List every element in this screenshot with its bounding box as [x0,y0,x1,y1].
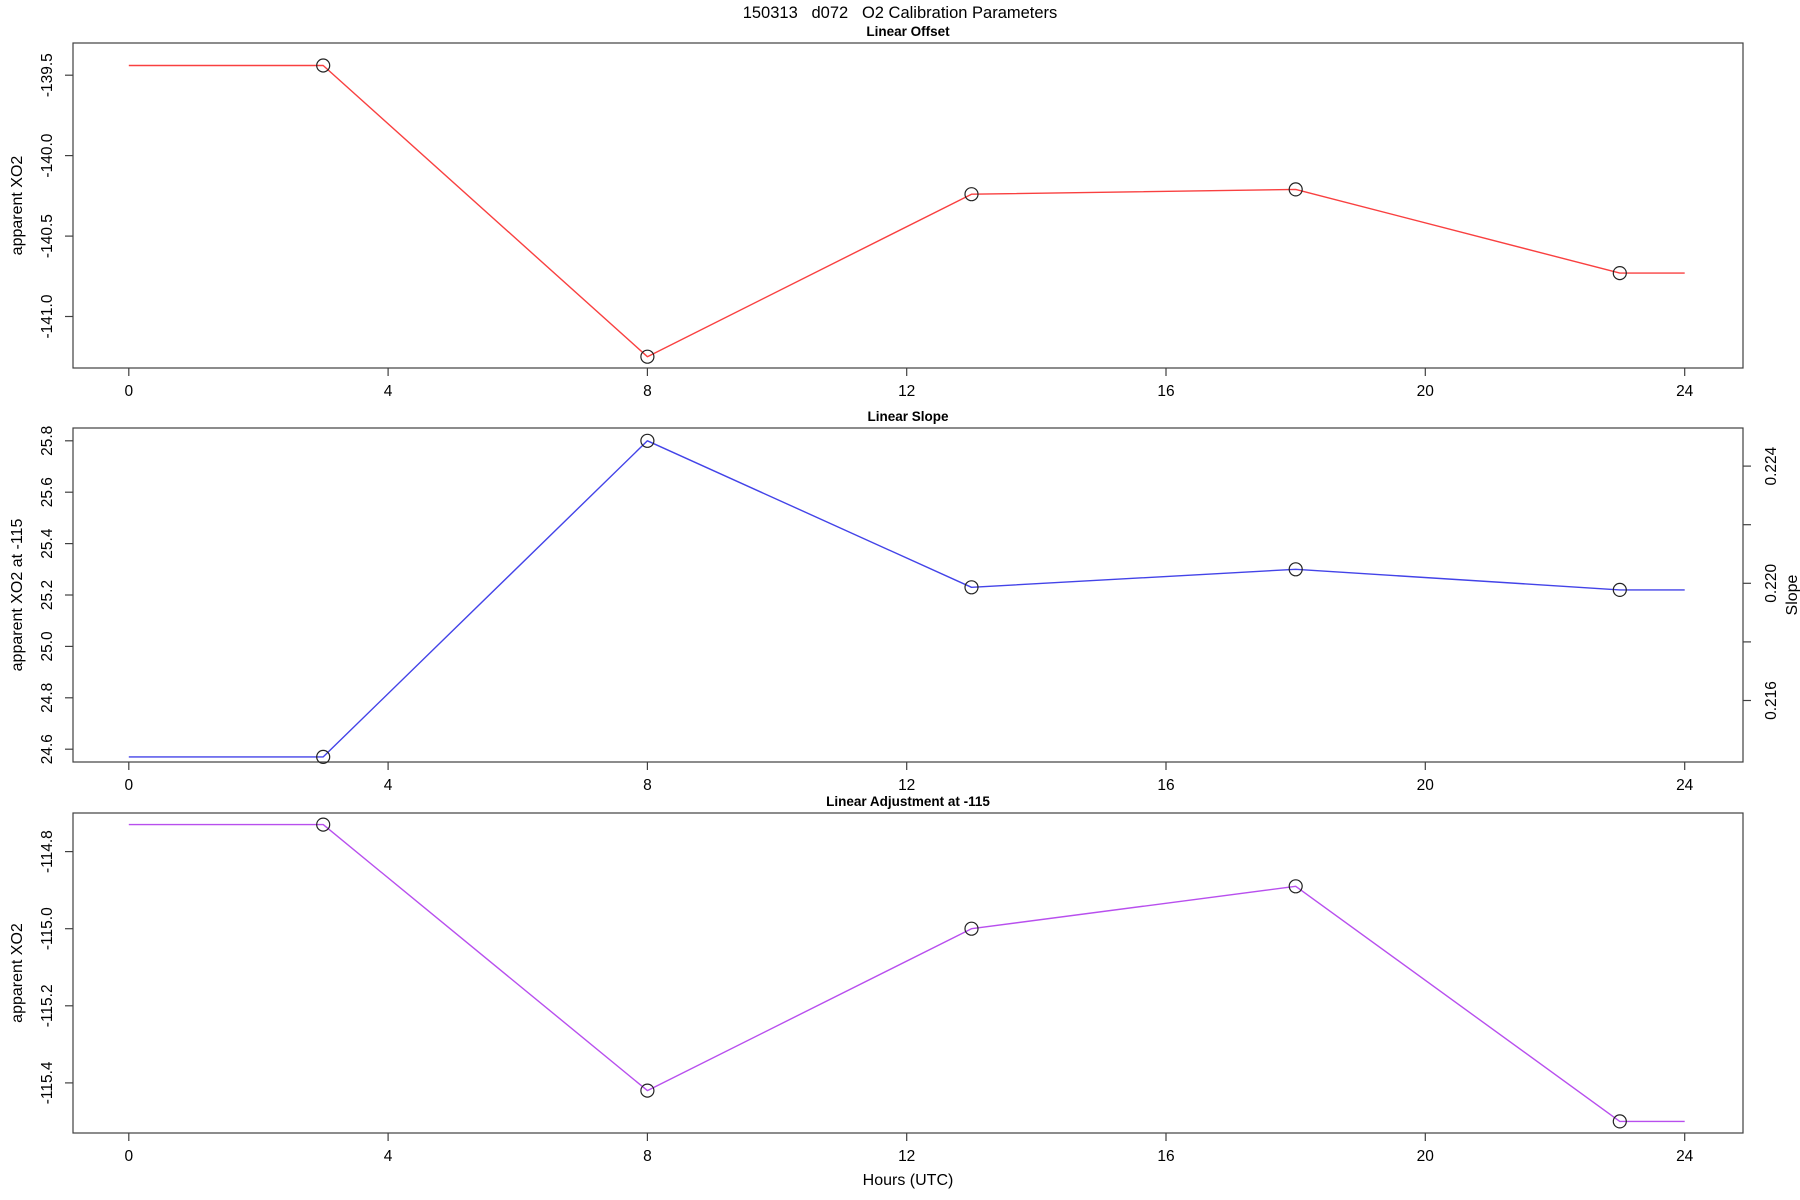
y-axis-tick-label: 25.6 [39,477,56,507]
y-axis-tick-label: -114.8 [39,830,56,873]
y-axis-tick-label: -140.0 [39,133,56,177]
y-axis-title: apparent XO2 [9,156,26,256]
data-line [128,64,1685,358]
data-point-marker [640,349,655,364]
data-point-marker [1288,879,1303,894]
y-axis-title: apparent XO2 at -115 [9,519,26,672]
x-axis-tick-label: 8 [643,1148,652,1165]
x-axis-tick-label: 16 [1157,383,1174,400]
y-axis-tick-label: -115.2 [39,984,56,1027]
data-line [128,823,1685,1123]
x-axis-tick-label: 20 [1417,777,1435,794]
y-axis-tick-label: 24.6 [39,734,56,764]
data-point-marker [316,817,331,832]
right-axis-tick-label: 0.216 [1763,681,1780,720]
panel-3: 0 4 8 12 16 20 24 -115.4 -115.2 -115.0 -114.8 appar… [9,794,1744,1165]
data-point-marker [316,58,331,73]
right-axis-tick-label: 0.220 [1763,564,1780,603]
data-point-marker [1612,266,1627,281]
x-axis-tick-label: 12 [898,383,915,400]
x-axis-tick-label: 20 [1417,1148,1435,1165]
right-axis-title: Slope [1784,574,1800,615]
data-point-marker [964,187,979,202]
data-point-marker [964,580,979,595]
plot-border [72,42,1744,369]
data-point-marker [1612,1114,1627,1129]
x-axis-tick-label: 4 [384,383,393,400]
x-axis-tick-label: 0 [124,383,133,400]
data-line [128,440,1685,758]
data-point-marker [964,921,979,936]
x-axis-tick-label: 4 [384,1148,393,1165]
plot-border [72,812,1744,1134]
y-axis-tick-label: 25.0 [39,631,56,662]
x-axis-tick-label: 16 [1157,1148,1174,1165]
figure-title: 150313 d072 O2 Calibration Parameters [742,4,1058,22]
x-axis-tick-label: 8 [643,777,652,794]
data-point-marker [1288,182,1303,197]
x-axis-title: Hours (UTC) [862,1172,954,1189]
panel-title: Linear Adjustment at -115 [826,794,990,809]
data-point-marker [640,433,655,448]
x-axis-tick-label: 12 [898,1148,915,1165]
x-axis-tick-label: 8 [643,383,652,400]
panel-title: Linear Slope [867,409,949,424]
panel-title: Linear Offset [866,24,950,39]
panel-1: 0 4 8 12 16 20 24 -141.0 -140.5 -140.0 -139.5 appar… [9,24,1744,400]
y-axis-tick-label: -115.4 [39,1061,56,1104]
plot-border [72,427,1744,763]
data-point-marker [1612,582,1627,598]
x-axis-tick-label: 4 [384,777,393,794]
panel-2: 0 4 8 12 16 20 24 24.6 24.8 25.0 25.2 25.4 25.6 25.8 a… [9,409,1800,794]
y-axis-tick-label: -115.0 [39,907,56,950]
x-axis-tick-label: 12 [898,777,915,794]
x-axis-tick-label: 24 [1676,383,1694,400]
data-point-marker [640,1083,655,1098]
y-axis-tick-label: -140.5 [39,214,56,258]
x-axis-tick-label: 24 [1676,777,1694,794]
x-axis-tick-label: 0 [124,1148,133,1165]
right-axis-tick-label: 0.224 [1763,446,1780,485]
y-axis-tick-label: 24.8 [39,683,56,713]
y-axis-tick-label: 25.8 [39,426,56,456]
y-axis-title: apparent XO2 [9,923,26,1023]
x-axis-tick-label: 16 [1157,777,1174,794]
x-axis-tick-label: 24 [1676,1148,1694,1165]
y-axis-tick-label: -139.5 [39,53,56,97]
y-axis-tick-label: -141.0 [39,294,56,338]
data-point-marker [1288,562,1303,577]
x-axis-tick-label: 20 [1417,383,1435,400]
data-point-marker [316,749,331,765]
y-axis-tick-label: 25.2 [39,580,56,610]
y-axis-tick-label: 25.4 [39,528,56,559]
x-axis-tick-label: 0 [124,777,133,794]
